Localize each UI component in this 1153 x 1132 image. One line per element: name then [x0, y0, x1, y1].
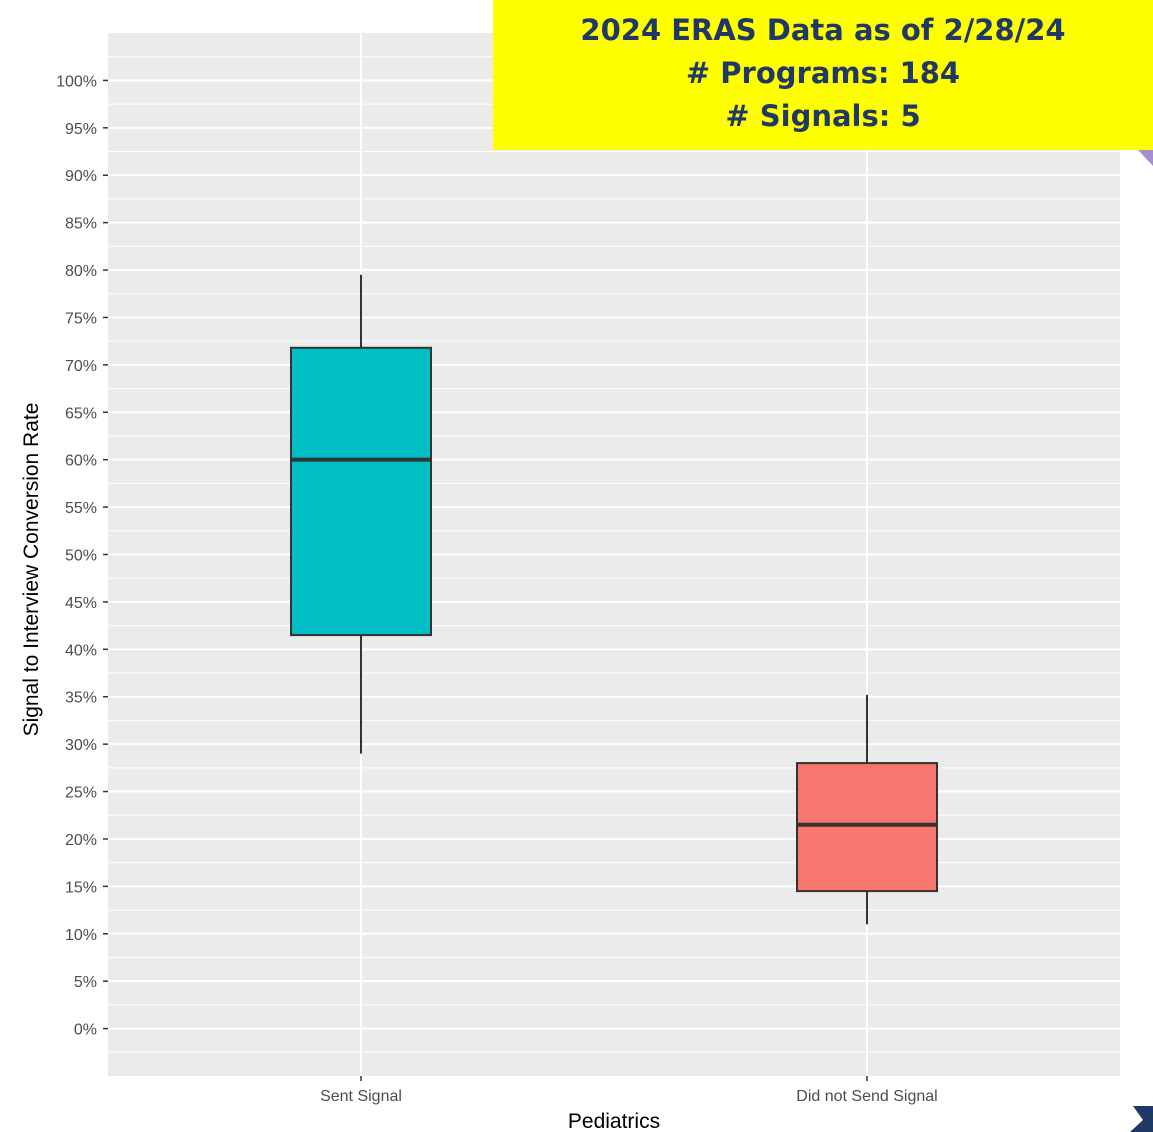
y-tick-label: 40%	[65, 642, 97, 659]
banner-signals: # Signals: 5	[725, 99, 921, 133]
y-tick-label: 35%	[65, 690, 97, 707]
boxes	[290, 274, 938, 925]
corner-accent-shape	[1138, 150, 1153, 166]
y-tick-label: 60%	[65, 453, 97, 470]
banner-title: 2024 ERAS Data as of 2/28/24	[580, 13, 1066, 47]
y-axis-title: Signal to Interview Conversion Rate	[20, 403, 43, 737]
x-axis: Sent Signal Did not Send Signal	[320, 1076, 938, 1105]
y-tick-label: 0%	[74, 1022, 97, 1039]
y-tick-label: 20%	[65, 832, 97, 849]
y-tick-label: 70%	[65, 358, 97, 375]
banner-programs: # Programs: 184	[685, 56, 961, 90]
y-axis: 0% 5% 10% 15% 20% 25% 30% 35% 40% 45% 50% 55% 60% 65%…	[56, 73, 108, 1039]
x-tick-label: Did not Send Signal	[796, 1088, 937, 1105]
x-axis-title: Pediatrics	[568, 1110, 660, 1132]
y-tick-label: 100%	[56, 73, 97, 90]
x-tick-label: Sent Signal	[320, 1088, 402, 1105]
y-tick-label: 15%	[65, 879, 97, 896]
y-tick-label: 25%	[65, 785, 97, 802]
box-sent-signal	[290, 274, 432, 754]
y-tick-label: 95%	[65, 121, 97, 138]
y-tick-label: 45%	[65, 595, 97, 612]
iqr-box	[796, 762, 938, 893]
y-tick-label: 30%	[65, 737, 97, 754]
y-tick-label: 65%	[65, 405, 97, 422]
y-tick-label: 80%	[65, 263, 97, 280]
y-tick-label: 55%	[65, 500, 97, 517]
y-tick-label: 85%	[65, 216, 97, 233]
iqr-box	[290, 346, 432, 637]
corner-logo-shape	[1130, 1106, 1153, 1132]
y-tick-label: 75%	[65, 310, 97, 327]
y-tick-label: 10%	[65, 927, 97, 944]
box-did-not-send-signal	[796, 694, 938, 925]
info-banner: 2024 ERAS Data as of 2/28/24 # Programs:…	[493, 0, 1153, 150]
y-tick-label: 90%	[65, 168, 97, 185]
y-tick-label: 50%	[65, 548, 97, 565]
y-tick-label: 5%	[74, 974, 97, 991]
